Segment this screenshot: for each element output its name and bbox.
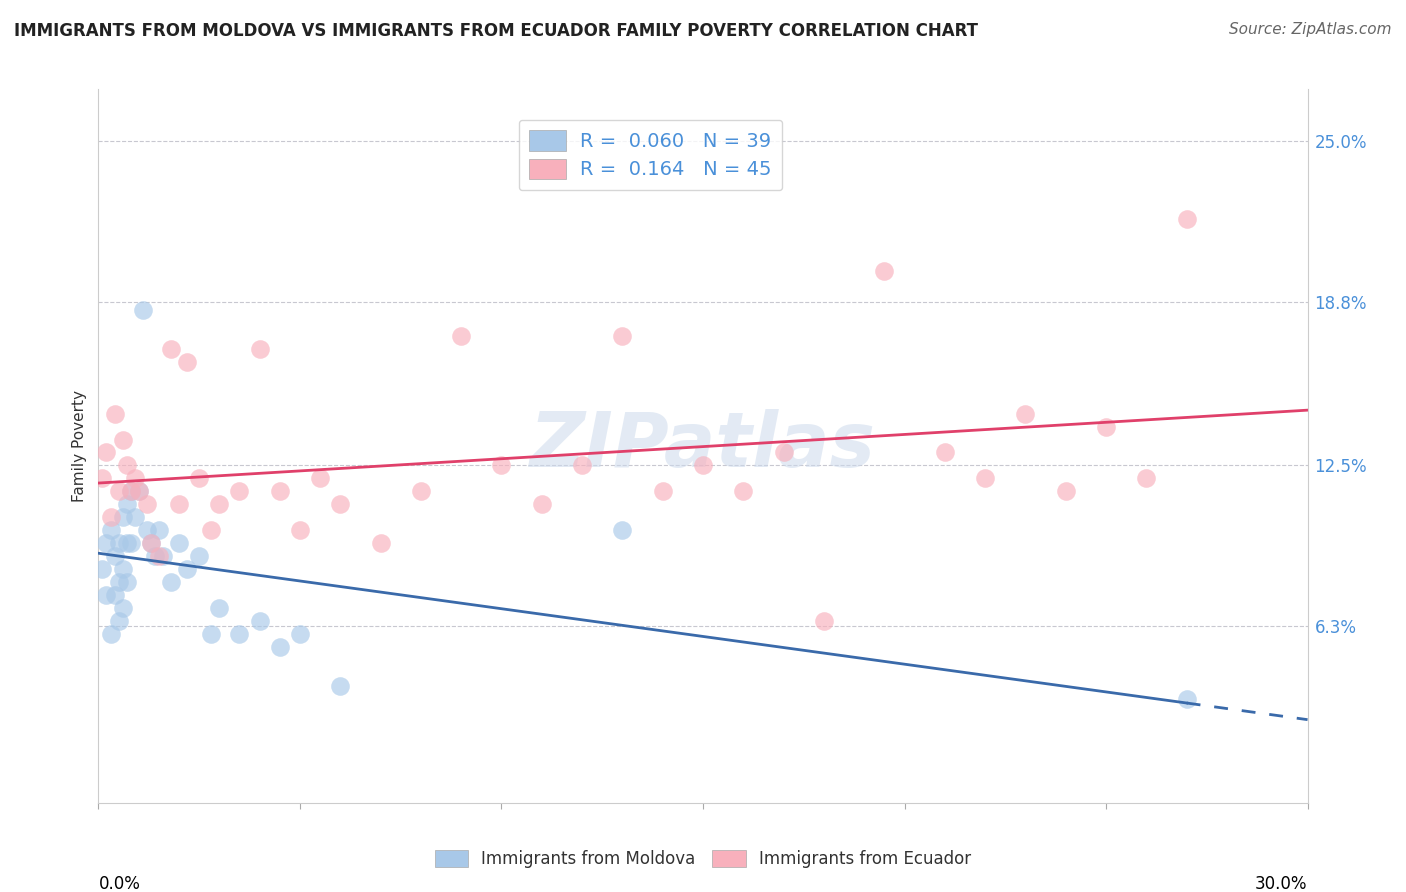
- Point: [111, 510, 134, 524]
- Point: [228, 627, 250, 641]
- Point: [107, 484, 129, 499]
- Point: [612, 524, 634, 538]
- Point: [100, 524, 122, 538]
- Point: [530, 497, 553, 511]
- Point: [143, 549, 166, 564]
- Point: [651, 484, 673, 499]
- Point: [115, 458, 138, 473]
- Point: [934, 445, 956, 459]
- Point: [269, 484, 291, 499]
- Point: [208, 601, 231, 615]
- Point: [152, 549, 174, 564]
- Point: [200, 524, 222, 538]
- Point: [167, 536, 190, 550]
- Point: [115, 497, 138, 511]
- Point: [103, 407, 125, 421]
- Point: [1135, 471, 1157, 485]
- Point: [208, 497, 231, 511]
- Point: [148, 524, 170, 538]
- Point: [96, 588, 118, 602]
- Point: [200, 627, 222, 641]
- Point: [103, 588, 125, 602]
- Text: ZIPatlas: ZIPatlas: [530, 409, 876, 483]
- Point: [288, 627, 311, 641]
- Point: [692, 458, 714, 473]
- Point: [107, 614, 129, 628]
- Point: [1175, 211, 1198, 226]
- Point: [288, 524, 311, 538]
- Point: [120, 484, 142, 499]
- Point: [96, 445, 118, 459]
- Text: 0.0%: 0.0%: [98, 875, 141, 892]
- Point: [450, 328, 472, 343]
- Point: [1175, 692, 1198, 706]
- Point: [772, 445, 794, 459]
- Point: [115, 575, 138, 590]
- Point: [128, 484, 150, 499]
- Point: [107, 575, 129, 590]
- Point: [139, 536, 162, 550]
- Point: [135, 497, 157, 511]
- Y-axis label: Family Poverty: Family Poverty: [72, 390, 87, 502]
- Point: [139, 536, 162, 550]
- Point: [974, 471, 997, 485]
- Legend: R =  0.060   N = 39, R =  0.164   N = 45: R = 0.060 N = 39, R = 0.164 N = 45: [519, 120, 782, 190]
- Point: [188, 471, 211, 485]
- Point: [409, 484, 432, 499]
- Point: [309, 471, 332, 485]
- Point: [120, 484, 142, 499]
- Point: [107, 536, 129, 550]
- Point: [612, 328, 634, 343]
- Point: [228, 484, 250, 499]
- Text: Source: ZipAtlas.com: Source: ZipAtlas.com: [1229, 22, 1392, 37]
- Point: [128, 484, 150, 499]
- Point: [329, 497, 352, 511]
- Point: [329, 679, 352, 693]
- Point: [124, 471, 146, 485]
- Point: [148, 549, 170, 564]
- Point: [167, 497, 190, 511]
- Point: [132, 302, 155, 317]
- Point: [873, 264, 896, 278]
- Point: [491, 458, 513, 473]
- Point: [733, 484, 755, 499]
- Text: 30.0%: 30.0%: [1256, 875, 1308, 892]
- Point: [124, 510, 146, 524]
- Point: [370, 536, 392, 550]
- Text: IMMIGRANTS FROM MOLDOVA VS IMMIGRANTS FROM ECUADOR FAMILY POVERTY CORRELATION CH: IMMIGRANTS FROM MOLDOVA VS IMMIGRANTS FR…: [14, 22, 979, 40]
- Point: [249, 342, 271, 356]
- Point: [115, 536, 138, 550]
- Point: [571, 458, 593, 473]
- Point: [111, 433, 134, 447]
- Point: [103, 549, 125, 564]
- Point: [100, 510, 122, 524]
- Point: [100, 627, 122, 641]
- Point: [176, 562, 198, 576]
- Point: [188, 549, 211, 564]
- Point: [813, 614, 835, 628]
- Point: [176, 354, 198, 368]
- Point: [160, 575, 183, 590]
- Point: [111, 562, 134, 576]
- Point: [96, 536, 118, 550]
- Point: [1054, 484, 1077, 499]
- Point: [91, 471, 114, 485]
- Point: [1014, 407, 1036, 421]
- Point: [111, 601, 134, 615]
- Legend: Immigrants from Moldova, Immigrants from Ecuador: Immigrants from Moldova, Immigrants from…: [429, 843, 977, 875]
- Point: [249, 614, 271, 628]
- Point: [160, 342, 183, 356]
- Point: [1095, 419, 1118, 434]
- Point: [120, 536, 142, 550]
- Point: [135, 524, 157, 538]
- Point: [91, 562, 114, 576]
- Point: [269, 640, 291, 654]
